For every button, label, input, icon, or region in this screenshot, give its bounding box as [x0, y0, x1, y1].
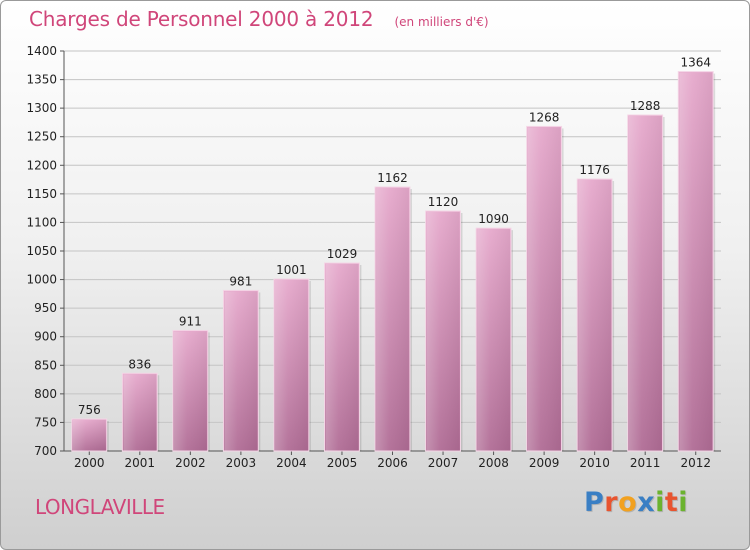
bar-2002 — [172, 329, 210, 452]
chart-subtitle: (en milliers d'€) — [394, 15, 489, 29]
bar-highlight — [628, 116, 662, 451]
x-tick-label: 2011 — [630, 456, 661, 470]
y-tick-label: 950 — [34, 301, 57, 315]
bar-2008 — [475, 227, 514, 452]
bar-highlight — [477, 229, 511, 451]
data-label: 756 — [78, 403, 101, 417]
bar-2000 — [71, 418, 109, 452]
bar-2011 — [627, 114, 665, 452]
bars — [71, 71, 716, 452]
commune-name: LONGLAVILLE — [35, 495, 165, 519]
x-tick-label: 2006 — [377, 456, 408, 470]
y-tick-label: 1400 — [26, 44, 57, 58]
logo-letter: t — [664, 487, 679, 518]
logo-letter: r — [604, 487, 619, 518]
data-label: 1120 — [428, 195, 459, 209]
logo-letter: x — [637, 487, 656, 518]
logo-letter: i — [655, 487, 665, 518]
data-label: 1162 — [377, 171, 408, 185]
x-tick-label: 2000 — [74, 456, 105, 470]
y-tick-label: 900 — [34, 330, 57, 344]
labels: 700 750 800 850 900 950 1000 1050 1100 1150 1200 12… — [26, 44, 711, 470]
bar-highlight — [527, 127, 561, 451]
data-label: 981 — [229, 274, 252, 288]
data-label: 1090 — [478, 212, 509, 226]
data-label: 1029 — [327, 247, 358, 261]
bar-highlight — [325, 264, 359, 451]
x-tick-label: 2008 — [478, 456, 509, 470]
bar-2009 — [526, 125, 564, 452]
logo-letter: P — [584, 487, 605, 518]
title-row: Charges de Personnel 2000 à 2012 (en mil… — [29, 7, 489, 31]
logo-letter: o — [618, 487, 638, 518]
y-tick-label: 1300 — [26, 101, 57, 115]
y-tick-label: 1350 — [26, 73, 57, 87]
y-tick-label: 1050 — [26, 244, 57, 258]
bar-2005 — [324, 262, 362, 452]
bar-highlight — [426, 212, 460, 451]
bar-2003 — [222, 289, 261, 452]
bar-2006 — [374, 186, 412, 452]
bar-2001 — [121, 372, 160, 452]
bar-2007 — [425, 210, 463, 452]
logo-letter: i — [678, 487, 689, 518]
data-label: 1288 — [630, 99, 661, 113]
bar-2012 — [677, 71, 716, 452]
x-tick-label: 2012 — [680, 456, 711, 470]
y-tick-label: 700 — [34, 444, 57, 458]
bar-highlight — [274, 280, 308, 451]
x-tick-label: 2009 — [529, 456, 560, 470]
bar-highlight — [376, 188, 409, 451]
x-tick-label: 2004 — [276, 456, 307, 470]
y-tick-label: 1150 — [26, 187, 57, 201]
chart-title: Charges de Personnel 2000 à 2012 — [29, 7, 374, 31]
y-tick-label: 750 — [34, 415, 57, 429]
data-label: 1364 — [680, 56, 711, 70]
y-tick-label: 1200 — [26, 158, 57, 172]
data-label: 1001 — [276, 263, 307, 277]
bar-highlight — [679, 72, 713, 452]
y-tick-label: 800 — [34, 387, 57, 401]
y-tick-label: 1000 — [26, 273, 57, 287]
bar-highlight — [72, 420, 106, 451]
x-tick-label: 2003 — [226, 456, 257, 470]
bar-2010 — [576, 178, 615, 452]
data-label: 1268 — [529, 110, 560, 124]
y-tick-label: 1100 — [26, 215, 57, 229]
data-label: 1176 — [579, 163, 610, 177]
x-tick-label: 2002 — [175, 456, 206, 470]
x-tick-label: 2010 — [579, 456, 610, 470]
data-label: 836 — [128, 357, 151, 371]
bar-highlight — [173, 331, 207, 451]
x-tick-label: 2007 — [428, 456, 459, 470]
x-tick-label: 2005 — [327, 456, 358, 470]
bar-2004 — [273, 278, 311, 452]
bar-highlight — [224, 291, 258, 451]
data-label: 911 — [179, 314, 202, 328]
y-tick-label: 1250 — [26, 130, 57, 144]
bar-highlight — [578, 180, 612, 451]
proxiti-logo[interactable]: Proxiti — [584, 487, 688, 518]
y-tick-label: 850 — [34, 358, 57, 372]
bar-highlight — [123, 374, 157, 451]
x-tick-label: 2001 — [125, 456, 156, 470]
